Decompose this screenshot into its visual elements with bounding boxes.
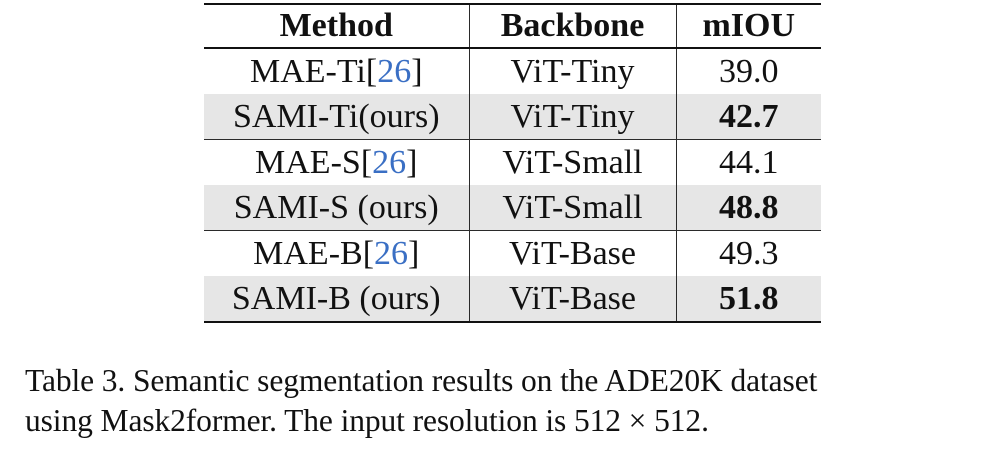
header-backbone: Backbone: [468, 4, 676, 48]
method-cell: MAE-B[26]: [253, 235, 420, 272]
citation-link[interactable]: 26: [372, 144, 407, 181]
results-table: Method Backbone mIOU MAE-Ti[26] ViT-Tiny…: [204, 3, 821, 323]
backbone-cell: ViT-Tiny: [468, 94, 676, 140]
citation-link[interactable]: 26: [374, 235, 409, 272]
table-row: SAMI-B (ours) ViT-Base 51.8: [204, 276, 821, 322]
miou-cell: 39.0: [675, 48, 821, 94]
backbone-cell: ViT-Base: [468, 230, 676, 276]
caption-line-1: Table 3. Semantic segmentation results o…: [25, 363, 818, 398]
method-cell: SAMI-S (ours): [204, 185, 469, 231]
table-row: MAE-B[26] ViT-Base 49.3: [204, 230, 821, 276]
table-row: MAE-S[26] ViT-Small 44.1: [204, 139, 821, 185]
header-miou: mIOU: [675, 4, 821, 48]
method-cell: MAE-S[26]: [255, 144, 418, 181]
table-row: MAE-Ti[26] ViT-Tiny 39.0: [204, 48, 821, 94]
miou-cell: 44.1: [675, 139, 821, 185]
citation-link[interactable]: 26: [377, 53, 412, 90]
method-cell: SAMI-Ti(ours): [204, 94, 469, 140]
header-method: Method: [279, 7, 393, 44]
miou-cell: 49.3: [675, 230, 821, 276]
backbone-cell: ViT-Tiny: [468, 48, 676, 94]
method-cell: MAE-Ti[26]: [249, 53, 423, 90]
method-cell: SAMI-B (ours): [204, 276, 469, 322]
miou-cell: 51.8: [675, 276, 821, 322]
table-row: SAMI-S (ours) ViT-Small 48.8: [204, 185, 821, 231]
table-row: SAMI-Ti(ours) ViT-Tiny 42.7: [204, 94, 821, 140]
caption-line-2: using Mask2former. The input resolution …: [25, 403, 709, 438]
table-caption: Table 3. Semantic segmentation results o…: [25, 361, 1000, 441]
table-header-row: Method Backbone mIOU: [204, 4, 821, 48]
miou-cell: 48.8: [675, 185, 821, 231]
backbone-cell: ViT-Small: [468, 185, 676, 231]
miou-cell: 42.7: [675, 94, 821, 140]
backbone-cell: ViT-Base: [468, 276, 676, 322]
backbone-cell: ViT-Small: [468, 139, 676, 185]
